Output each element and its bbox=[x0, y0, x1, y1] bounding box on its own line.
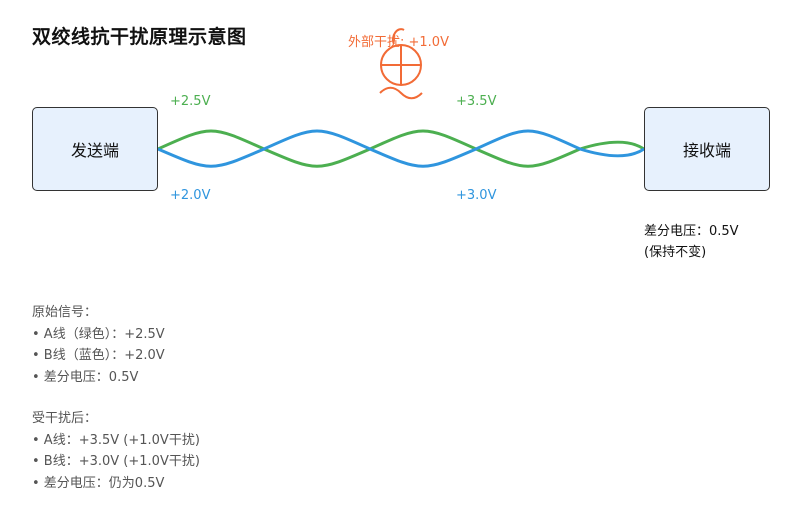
after-interference-notes: 受干扰后： • A线：+3.5V (+1.0V干扰) • B线：+3.0V (+… bbox=[32, 408, 200, 494]
interference-label: 外部干扰: +1.0V bbox=[348, 35, 449, 50]
list-item: • 差分电压：仍为0.5V bbox=[32, 475, 165, 491]
interference-symbol-icon bbox=[379, 28, 423, 100]
list-item: • A线（绿色）：+2.5V bbox=[32, 326, 165, 342]
original-heading: 原始信号： bbox=[32, 305, 98, 320]
list-item: • B线（蓝色）：+2.0V bbox=[32, 348, 165, 363]
after-heading: 受干扰后： bbox=[32, 411, 98, 426]
receiver-differential-note: (保持不变) bbox=[644, 245, 707, 260]
list-item: • A线：+3.5V (+1.0V干扰) bbox=[32, 432, 200, 448]
list-item: • B线：+3.0V (+1.0V干扰) bbox=[32, 454, 200, 469]
sender-label: 发送端 bbox=[70, 141, 119, 160]
wire-a-voltage-before: +2.5V bbox=[170, 94, 211, 109]
receiver-differential-voltage: 差分电压：0.5V bbox=[644, 224, 739, 239]
receiver-label: 接收端 bbox=[682, 141, 731, 160]
list-item: • 差分电压：0.5V bbox=[32, 369, 139, 385]
wire-b-voltage-after: +3.0V bbox=[456, 188, 497, 203]
wire-a-voltage-after: +3.5V bbox=[456, 94, 497, 109]
page-title: 双绞线抗干扰原理示意图 bbox=[32, 26, 247, 48]
wire-b-blue bbox=[157, 129, 645, 168]
sender-node: 发送端 bbox=[32, 107, 158, 191]
original-signal-notes: 原始信号： • A线（绿色）：+2.5V • B线（蓝色）：+2.0V • 差分… bbox=[32, 302, 165, 388]
receiver-node: 接收端 bbox=[644, 107, 770, 191]
wire-b-voltage-before: +2.0V bbox=[170, 188, 211, 203]
